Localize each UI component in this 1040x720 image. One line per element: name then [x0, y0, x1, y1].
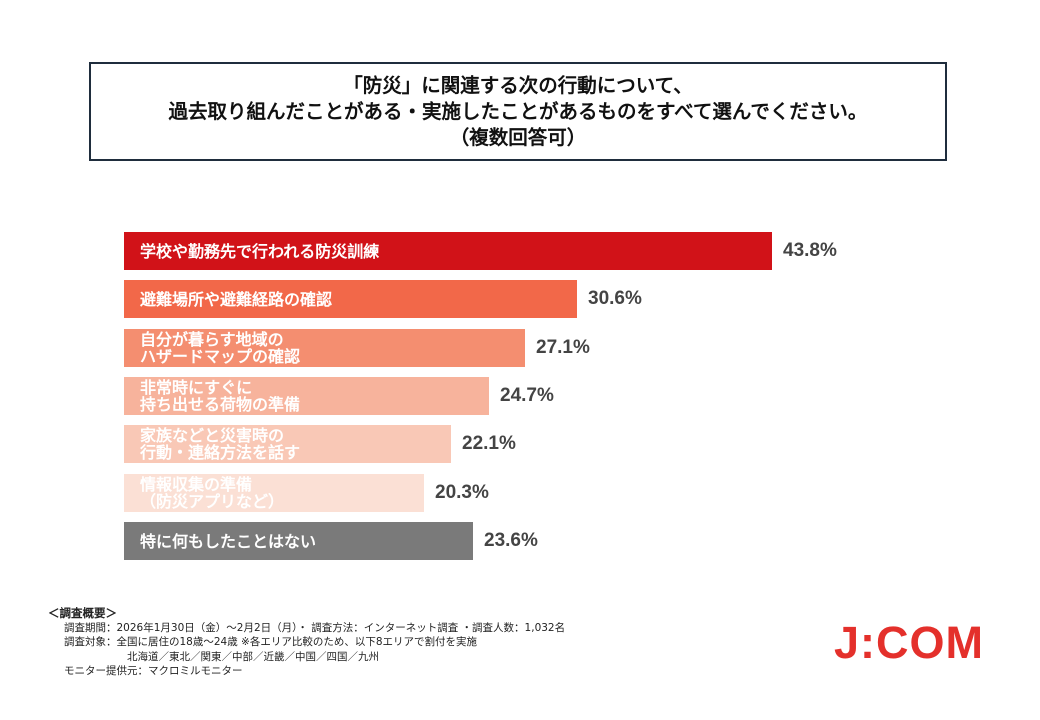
- bar-label: （防災アプリなど）: [140, 492, 285, 511]
- bar-label: 行動・連絡方法を話す: [140, 443, 301, 462]
- survey-areas: 北海道／東北／関東／中部／近畿／中国／四国／九州: [127, 650, 379, 663]
- bar-label: 家族などと災害時の: [140, 426, 285, 445]
- bar-label: 非常時にすぐに: [140, 378, 253, 397]
- bar-label: 自分が暮らす地域の: [140, 330, 284, 349]
- bar-label: 特に何もしたことはない: [140, 531, 317, 551]
- survey-provider: モニター提供元：マクロミルモニター: [64, 665, 243, 677]
- question-line-3: （複数回答可）: [449, 125, 587, 149]
- value-label: 20.3%: [435, 482, 489, 503]
- survey-heading: ＜調査概要＞: [48, 606, 117, 620]
- value-label: 27.1%: [536, 337, 590, 358]
- jcom-logo: J:COM: [834, 617, 984, 668]
- value-label: 30.6%: [588, 288, 642, 309]
- value-label: 24.7%: [500, 385, 554, 406]
- survey-summary: ＜調査概要＞ 調査期間：2026年1月30日（金）～2月2日（月）・ 調査方法：…: [48, 606, 688, 679]
- bar-1: 学校や勤務先で行われる防災訓練: [124, 232, 772, 270]
- bar-label: 学校や勤務先で行われる防災訓練: [140, 241, 380, 261]
- value-label: 23.6%: [484, 530, 538, 551]
- bar-label: 避難場所や避難経路の確認: [140, 289, 333, 309]
- survey-period: 調査期間：2026年1月30日（金）～2月2日（月）・ 調査方法：インターネット…: [64, 621, 566, 634]
- question-line-1: 「防災」に関連する次の行動について、: [343, 73, 693, 97]
- bar-6: 情報収集の準備 （防災アプリなど）: [124, 474, 424, 512]
- value-label: 43.8%: [783, 240, 837, 261]
- bar-label: 情報収集の準備: [140, 475, 253, 494]
- value-label: 22.1%: [462, 433, 516, 454]
- bar-label: 持ち出せる荷物の準備: [140, 395, 301, 414]
- bar-4: 非常時にすぐに 持ち出せる荷物の準備: [124, 377, 489, 415]
- bar-3: 自分が暮らす地域の ハザードマップの確認: [124, 329, 525, 367]
- question-box: 「防災」に関連する次の行動について、 過去取り組んだことがある・実施したことがあ…: [89, 62, 947, 161]
- bar-label: ハザードマップの確認: [140, 347, 301, 366]
- bar-7: 特に何もしたことはない: [124, 522, 473, 560]
- survey-target: 調査対象：全国に居住の18歳～24歳 ※各エリア比較のため、以下8エリアで割付を…: [64, 636, 478, 648]
- question-line-2: 過去取り組んだことがある・実施したことがあるものをすべて選んでください。: [168, 99, 868, 123]
- bar-2: 避難場所や避難経路の確認: [124, 280, 577, 318]
- bar-chart: 学校や勤務先で行われる防災訓練 43.8% 避難場所や避難経路の確認 30.6% 自分が…: [124, 232, 837, 560]
- bar-5: 家族などと災害時の 行動・連絡方法を話す: [124, 425, 451, 463]
